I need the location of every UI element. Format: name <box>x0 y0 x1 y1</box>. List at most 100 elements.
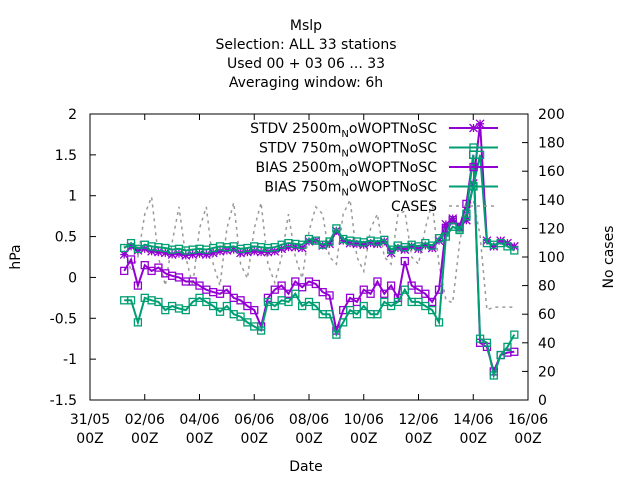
y-tick-label-5: 1 <box>68 189 77 205</box>
series-1-point-38 <box>380 235 389 244</box>
series-0-point-8 <box>174 249 184 259</box>
series-0-point-20 <box>256 247 266 257</box>
series-0-point-48 <box>448 214 458 224</box>
x-tick-label-0: 31/05 <box>70 412 110 428</box>
series-3-point-5 <box>154 297 163 307</box>
series-3-point-37 <box>373 310 382 319</box>
series-2-point-28 <box>311 279 320 289</box>
series-3-point-13 <box>209 301 218 311</box>
x-tick-label-time-5: 00Z <box>350 431 377 447</box>
series-3-point-32 <box>339 318 348 327</box>
series-3-point-31 <box>332 330 341 339</box>
x-tick-label-2: 04/06 <box>179 412 219 428</box>
series-2-point-2 <box>133 281 143 290</box>
series-0-point-13 <box>208 248 218 258</box>
series-3-point-54 <box>489 371 498 380</box>
series-2-point-3 <box>140 261 149 270</box>
series-3-point-50 <box>462 209 471 218</box>
legend-label-1: STDV 750mNoWOPTNoSC <box>259 141 437 160</box>
y-tick-label-0: -1.5 <box>50 393 77 409</box>
series-2-point-5 <box>154 263 163 272</box>
x-tick-label-time-4: 00Z <box>295 431 322 447</box>
series-2-point-1 <box>126 255 136 264</box>
x-tick-label-time-2: 00Z <box>186 431 213 447</box>
series-0-point-32 <box>338 236 348 246</box>
series-3-point-55 <box>496 350 505 360</box>
series-3-point-15 <box>222 301 232 311</box>
series-0-point-36 <box>366 238 376 248</box>
y-tick-label-2: -0.5 <box>50 311 77 327</box>
legend-label-3: BIAS 750mNoWOPTNoSC <box>264 180 437 199</box>
series-0-point-19 <box>249 246 259 256</box>
series-0-point-30 <box>325 239 334 249</box>
series-0-point-54 <box>489 241 499 251</box>
legend-label-0: STDV 2500mNoWOPTNoSC <box>250 121 437 140</box>
series-0-point-12 <box>201 250 211 260</box>
series-2-point-23 <box>277 281 286 290</box>
series-0-point-4 <box>147 246 157 256</box>
legend-label-2: BIAS 2500mNoWOPTNoSC <box>255 160 437 179</box>
series-2-point-15 <box>222 285 232 294</box>
series-1-point-30 <box>325 237 334 246</box>
series-3-point-34 <box>352 310 362 319</box>
series-line-4 <box>123 196 515 311</box>
y2-tick-label-6: 120 <box>538 221 565 237</box>
series-0-point-46 <box>434 236 444 246</box>
series-0-point-41 <box>400 245 410 255</box>
y-tick-label-6: 1.5 <box>55 148 77 164</box>
series-2-point-26 <box>298 283 307 292</box>
series-2-point-37 <box>373 277 382 286</box>
series-0-point-40 <box>393 243 403 253</box>
series-0-point-31 <box>331 226 341 236</box>
x-tick-label-6: 12/06 <box>398 412 438 428</box>
y2-tick-label-3: 60 <box>538 307 556 323</box>
series-0-point-43 <box>414 244 423 254</box>
legend-marker-1 <box>469 143 478 152</box>
legend-marker-3 <box>469 182 478 191</box>
title-line-2: Used 00 + 03 06 ... 33 <box>227 56 385 72</box>
x-tick-label-time-8: 00Z <box>514 431 541 447</box>
series-0-point-11 <box>195 249 204 259</box>
series-2-point-30 <box>325 291 334 300</box>
series-0-point-52 <box>475 119 485 129</box>
legend-label-4: CASES <box>391 199 437 215</box>
series-0-point-33 <box>345 238 355 248</box>
series-3-point-1 <box>126 296 136 305</box>
series-1-point-31 <box>332 224 341 233</box>
y-tick-label-3: 0 <box>68 270 77 286</box>
series-1-point-1 <box>126 238 136 248</box>
y2-tick-label-2: 40 <box>538 336 556 352</box>
series-3-point-35 <box>359 301 368 311</box>
y-tick-label-7: 2 <box>68 107 77 123</box>
series-1-point-57 <box>510 246 519 255</box>
series-3-point-56 <box>503 342 512 352</box>
series-0-point-35 <box>359 240 369 250</box>
series-3-point-45 <box>428 305 437 315</box>
series-0-point-0 <box>119 250 129 260</box>
series-3-point-14 <box>215 307 225 316</box>
series-0-point-9 <box>181 250 191 260</box>
title-line-3: Averaging window: 6h <box>229 75 383 91</box>
series-1-point-26 <box>298 240 307 249</box>
series-2-point-19 <box>250 305 259 315</box>
x-axis-label: Date <box>289 459 322 475</box>
x-tick-label-4: 08/06 <box>289 412 329 428</box>
series-0-point-7 <box>167 250 177 260</box>
series-3-point-25 <box>291 289 300 298</box>
series-2-point-36 <box>366 289 375 298</box>
x-tick-label-3: 06/06 <box>234 412 274 428</box>
legend-marker-0 <box>469 123 478 133</box>
y-axis-label: hPa <box>8 244 24 269</box>
x-tick-label-time-3: 00Z <box>241 431 268 447</box>
series-2-point-17 <box>236 296 245 305</box>
series-3-point-30 <box>325 310 334 319</box>
y2-tick-label-1: 20 <box>538 364 556 380</box>
y2-tick-label-9: 180 <box>538 136 565 152</box>
series-0-point-6 <box>160 248 170 258</box>
series-2-point-44 <box>421 289 430 298</box>
series-0-point-55 <box>496 236 506 246</box>
title-line-1: Selection: ALL 33 stations <box>215 37 396 53</box>
series-2-point-39 <box>386 281 396 290</box>
